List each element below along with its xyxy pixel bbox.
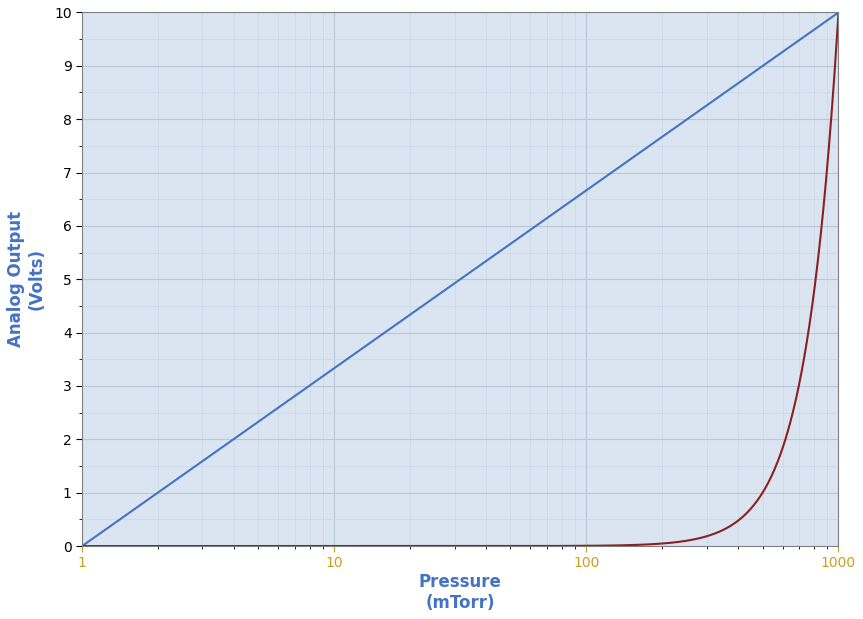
Y-axis label: Analog Output
(Volts): Analog Output (Volts) [7,211,46,347]
X-axis label: Pressure
(mTorr): Pressure (mTorr) [419,573,501,612]
